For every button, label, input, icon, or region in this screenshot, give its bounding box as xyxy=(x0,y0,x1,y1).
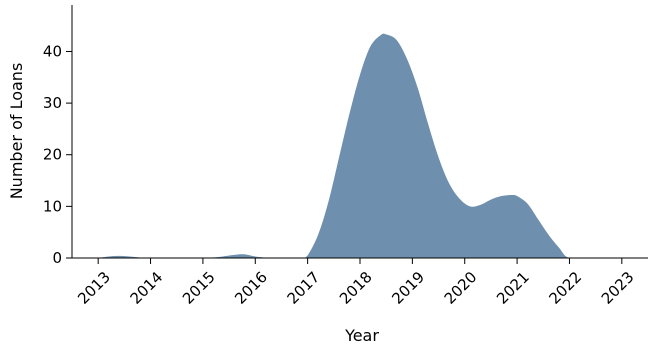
x-tick-label: 2021 xyxy=(493,268,533,308)
y-tick-label: 0 xyxy=(52,249,62,267)
x-tick-label: 2013 xyxy=(74,268,114,308)
x-tick-label: 2022 xyxy=(545,268,585,308)
x-tick-label: 2020 xyxy=(441,268,481,308)
y-axis-ticks: 0 10 20 30 40 xyxy=(43,42,72,267)
y-tick-label: 30 xyxy=(43,94,62,112)
plot-area xyxy=(98,33,622,259)
x-tick-label: 2018 xyxy=(336,268,376,308)
x-axis-ticks: 2013 2014 2015 2016 2017 2018 2019 2020 2021 2022… xyxy=(74,258,638,308)
area-series xyxy=(98,33,622,259)
x-tick-label: 2015 xyxy=(179,268,219,308)
y-tick-label: 40 xyxy=(43,42,62,60)
x-tick-label: 2017 xyxy=(284,268,324,308)
x-axis-title: Year xyxy=(344,326,379,345)
y-tick-label: 10 xyxy=(43,197,62,215)
x-tick-label: 2014 xyxy=(127,268,167,308)
x-tick-label: 2023 xyxy=(598,268,638,308)
y-axis-title: Number of Loans xyxy=(7,63,26,200)
x-tick-label: 2016 xyxy=(231,268,271,308)
x-tick-label: 2019 xyxy=(388,268,428,308)
y-tick-label: 20 xyxy=(43,146,62,164)
